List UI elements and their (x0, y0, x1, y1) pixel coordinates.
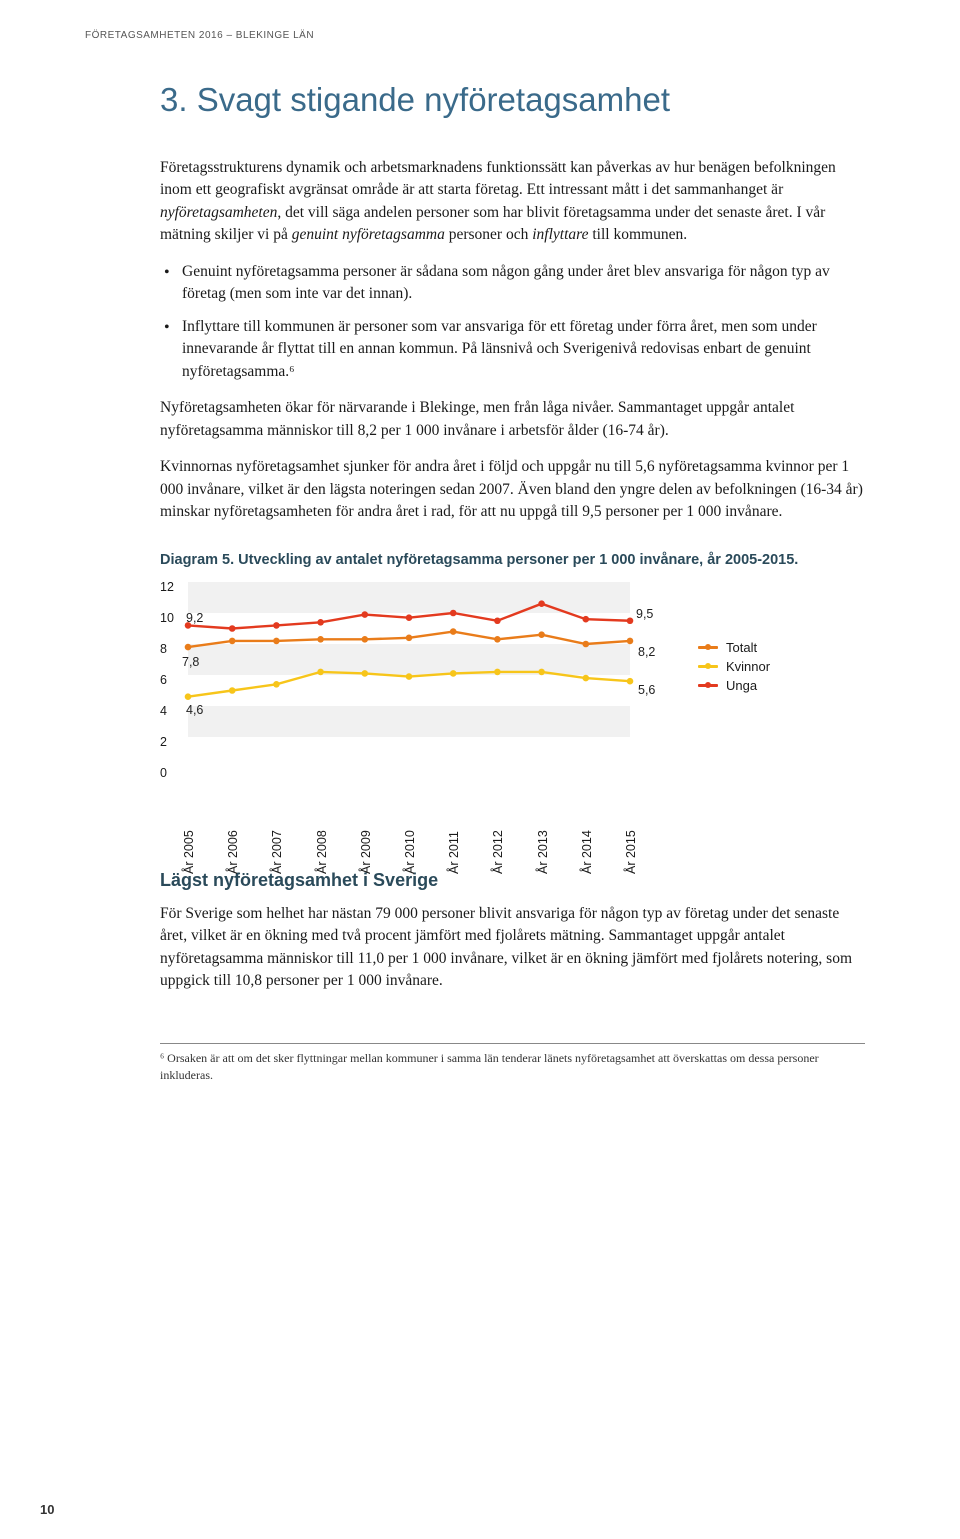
data-label: 9,5 (636, 607, 653, 621)
x-tick-label: År 2011 (447, 772, 461, 874)
footnote: ⁶ Orsaken är att om det sker flyttningar… (160, 1050, 865, 1084)
series-marker (406, 634, 413, 641)
series-marker (538, 668, 545, 675)
data-label: 8,2 (638, 645, 655, 659)
intro-em-1: nyföretagsamheten (160, 204, 277, 221)
body-paragraph: Kvinnornas nyföretagsamhet sjunker för a… (160, 456, 865, 523)
body-paragraph: För Sverige som helhet har nästan 79 000… (160, 903, 865, 993)
series-marker (450, 670, 457, 677)
legend-label: Kvinnor (726, 659, 770, 674)
series-marker (583, 616, 590, 623)
x-tick-label: År 2013 (536, 772, 550, 874)
data-label: 7,8 (182, 655, 199, 669)
series-marker (627, 678, 634, 685)
section-heading: Lägst nyföretagsamhet i Sverige (160, 870, 865, 891)
page-number: 10 (40, 1502, 54, 1517)
x-tick-label: År 2012 (491, 772, 505, 874)
legend-swatch (698, 684, 718, 687)
data-label: 9,2 (186, 611, 203, 625)
body-paragraph: Nyföretagsamheten ökar för närvarande i … (160, 397, 865, 442)
legend-swatch (698, 646, 718, 649)
y-tick-label: 0 (160, 766, 167, 780)
series-marker (185, 644, 192, 651)
series-marker (627, 617, 634, 624)
x-tick-label: År 2006 (226, 772, 240, 874)
series-marker (406, 673, 413, 680)
bullet-item: Genuint nyföretagsamma personer är sådan… (160, 261, 865, 306)
x-tick-label: År 2015 (624, 772, 638, 874)
legend-row: Unga (698, 678, 770, 693)
series-marker (583, 675, 590, 682)
series-marker (273, 637, 280, 644)
x-tick-label: År 2008 (315, 772, 329, 874)
series-marker (273, 622, 280, 629)
series-marker (317, 619, 324, 626)
series-marker (538, 631, 545, 638)
series-marker (229, 625, 236, 632)
series-marker (627, 637, 634, 644)
series-marker (317, 636, 324, 643)
footnote-rule (160, 1043, 865, 1044)
bullet-list: Genuint nyföretagsamma personer är sådan… (160, 261, 865, 383)
legend-label: Unga (726, 678, 757, 693)
intro-em-3: inflyttare (532, 226, 588, 243)
series-marker (494, 636, 501, 643)
series-marker (406, 614, 413, 621)
series-marker (362, 611, 369, 618)
intro-em-2: genuint nyföretagsamma (292, 226, 445, 243)
series-marker (185, 693, 192, 700)
chart-legend: Totalt Kvinnor Unga (698, 640, 770, 697)
running-head: FÖRETAGSAMHETEN 2016 – BLEKINGE LÄN (85, 30, 865, 41)
series-marker (583, 641, 590, 648)
series-marker (538, 600, 545, 607)
line-chart: 024681012År 2005År 2006År 2007År 2008År … (160, 578, 640, 824)
data-label: 5,6 (638, 683, 655, 697)
bullet-item: Inflyttare till kommunen är personer som… (160, 316, 865, 383)
intro-paragraph: Företagsstrukturens dynamik och arbetsma… (160, 157, 865, 247)
series-marker (362, 670, 369, 677)
x-tick-label: År 2010 (403, 772, 417, 874)
intro-text-4: till kommunen. (588, 226, 687, 243)
series-marker (450, 610, 457, 617)
x-tick-label: År 2007 (270, 772, 284, 874)
legend-label: Totalt (726, 640, 757, 655)
series-marker (229, 637, 236, 644)
series-marker (362, 636, 369, 643)
x-tick-label: År 2009 (359, 772, 373, 874)
legend-row: Totalt (698, 640, 770, 655)
legend-row: Kvinnor (698, 659, 770, 674)
intro-text-3: personer och (445, 226, 532, 243)
series-marker (229, 687, 236, 694)
x-tick-label: År 2005 (182, 772, 196, 874)
series-marker (494, 617, 501, 624)
legend-swatch (698, 665, 718, 668)
series-marker (317, 668, 324, 675)
page-title: 3. Svagt stigande nyföretagsamhet (160, 81, 865, 119)
x-tick-label: År 2014 (580, 772, 594, 874)
chart-title: Diagram 5. Utveckling av antalet nyföret… (160, 550, 865, 570)
chart-svg (160, 578, 640, 768)
series-marker (450, 628, 457, 635)
data-label: 4,6 (186, 703, 203, 717)
series-marker (494, 668, 501, 675)
intro-text-1: Företagsstrukturens dynamik och arbetsma… (160, 159, 836, 198)
series-marker (273, 681, 280, 688)
